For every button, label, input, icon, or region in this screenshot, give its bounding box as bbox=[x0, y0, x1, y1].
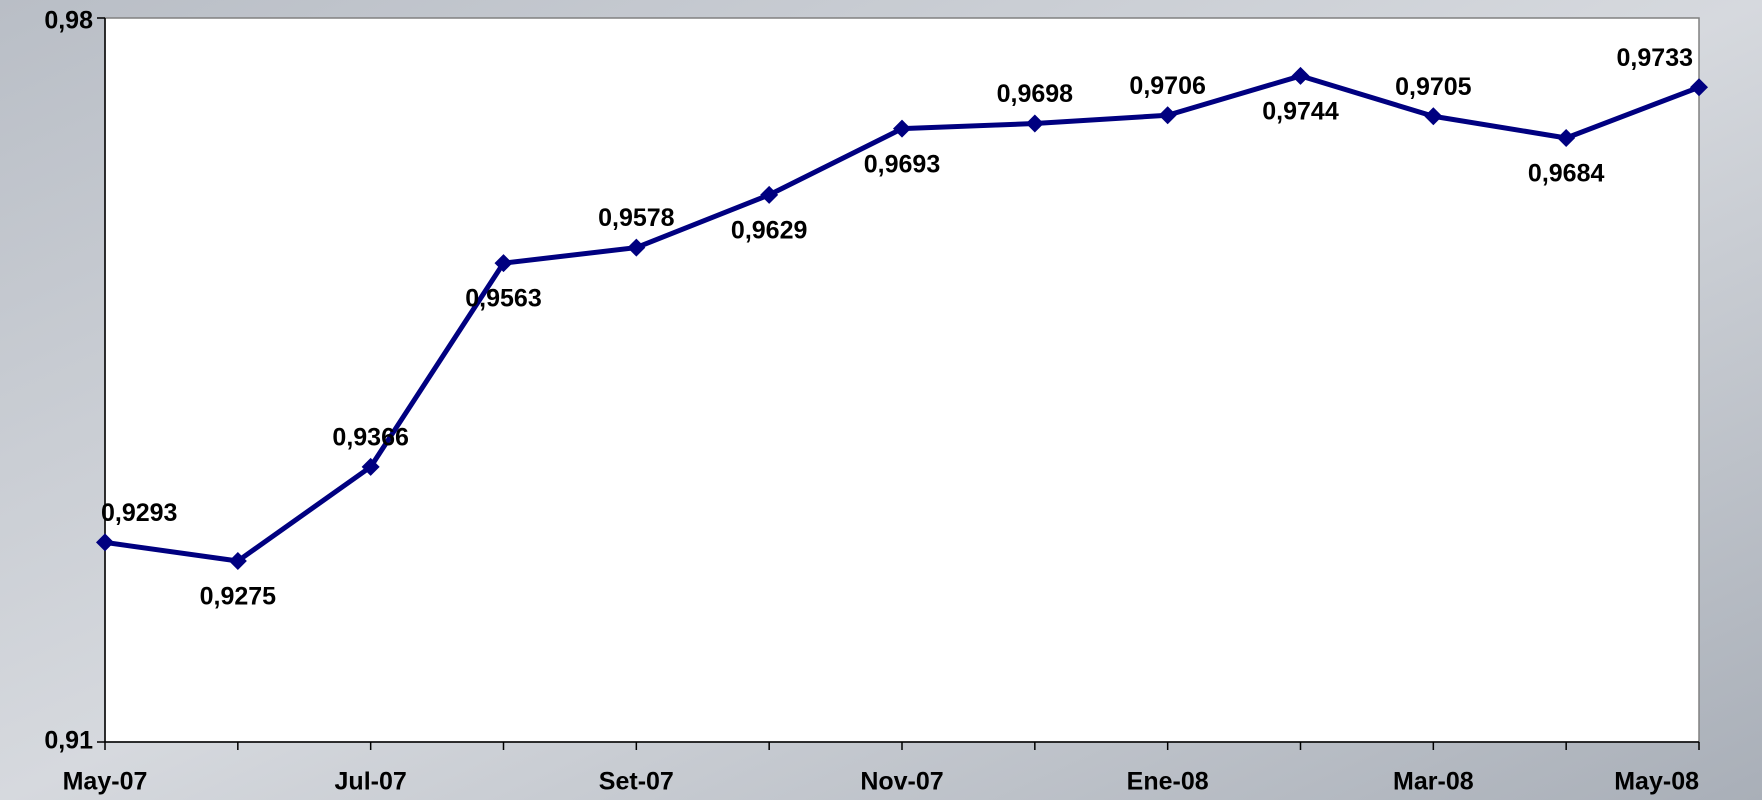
x-tick-label: Jul-07 bbox=[335, 768, 407, 796]
data-label: 0,9275 bbox=[200, 583, 277, 611]
x-tick-label: Mar-08 bbox=[1393, 768, 1474, 796]
y-tick-label: 0,98 bbox=[44, 7, 93, 35]
data-point bbox=[1291, 66, 1310, 85]
data-point bbox=[760, 185, 779, 204]
data-point bbox=[1158, 106, 1177, 125]
data-point bbox=[228, 552, 247, 570]
data-point bbox=[96, 533, 114, 552]
data-point bbox=[1557, 128, 1576, 147]
data-label: 0,9293 bbox=[101, 499, 177, 527]
data-point bbox=[1424, 107, 1443, 126]
data-point bbox=[1025, 114, 1044, 133]
x-tick-label: Set-07 bbox=[599, 768, 674, 796]
data-label: 0,9733 bbox=[1617, 44, 1693, 72]
x-tick-label: May-07 bbox=[63, 768, 148, 796]
x-tick-label: Ene-08 bbox=[1127, 768, 1209, 796]
plot-area bbox=[104, 17, 1700, 743]
data-point bbox=[1690, 78, 1708, 97]
data-point bbox=[494, 254, 513, 273]
y-tick-label: 0,91 bbox=[44, 727, 93, 755]
data-point bbox=[361, 457, 380, 476]
data-label: 0,9705 bbox=[1395, 73, 1472, 101]
data-label: 0,9563 bbox=[465, 285, 541, 313]
data-label: 0,9578 bbox=[598, 204, 675, 232]
data-label: 0,9698 bbox=[997, 80, 1074, 108]
data-point bbox=[627, 238, 646, 257]
data-point bbox=[893, 119, 911, 138]
data-label: 0,9629 bbox=[731, 216, 807, 244]
data-label: 0,9706 bbox=[1129, 72, 1205, 100]
x-tick-label: May-08 bbox=[1614, 768, 1699, 796]
data-label: 0,9684 bbox=[1528, 160, 1605, 188]
data-label: 0,9693 bbox=[864, 150, 940, 178]
x-tick-label: Nov-07 bbox=[860, 768, 943, 796]
data-label: 0,9744 bbox=[1262, 98, 1339, 126]
data-label: 0,9366 bbox=[332, 423, 408, 451]
